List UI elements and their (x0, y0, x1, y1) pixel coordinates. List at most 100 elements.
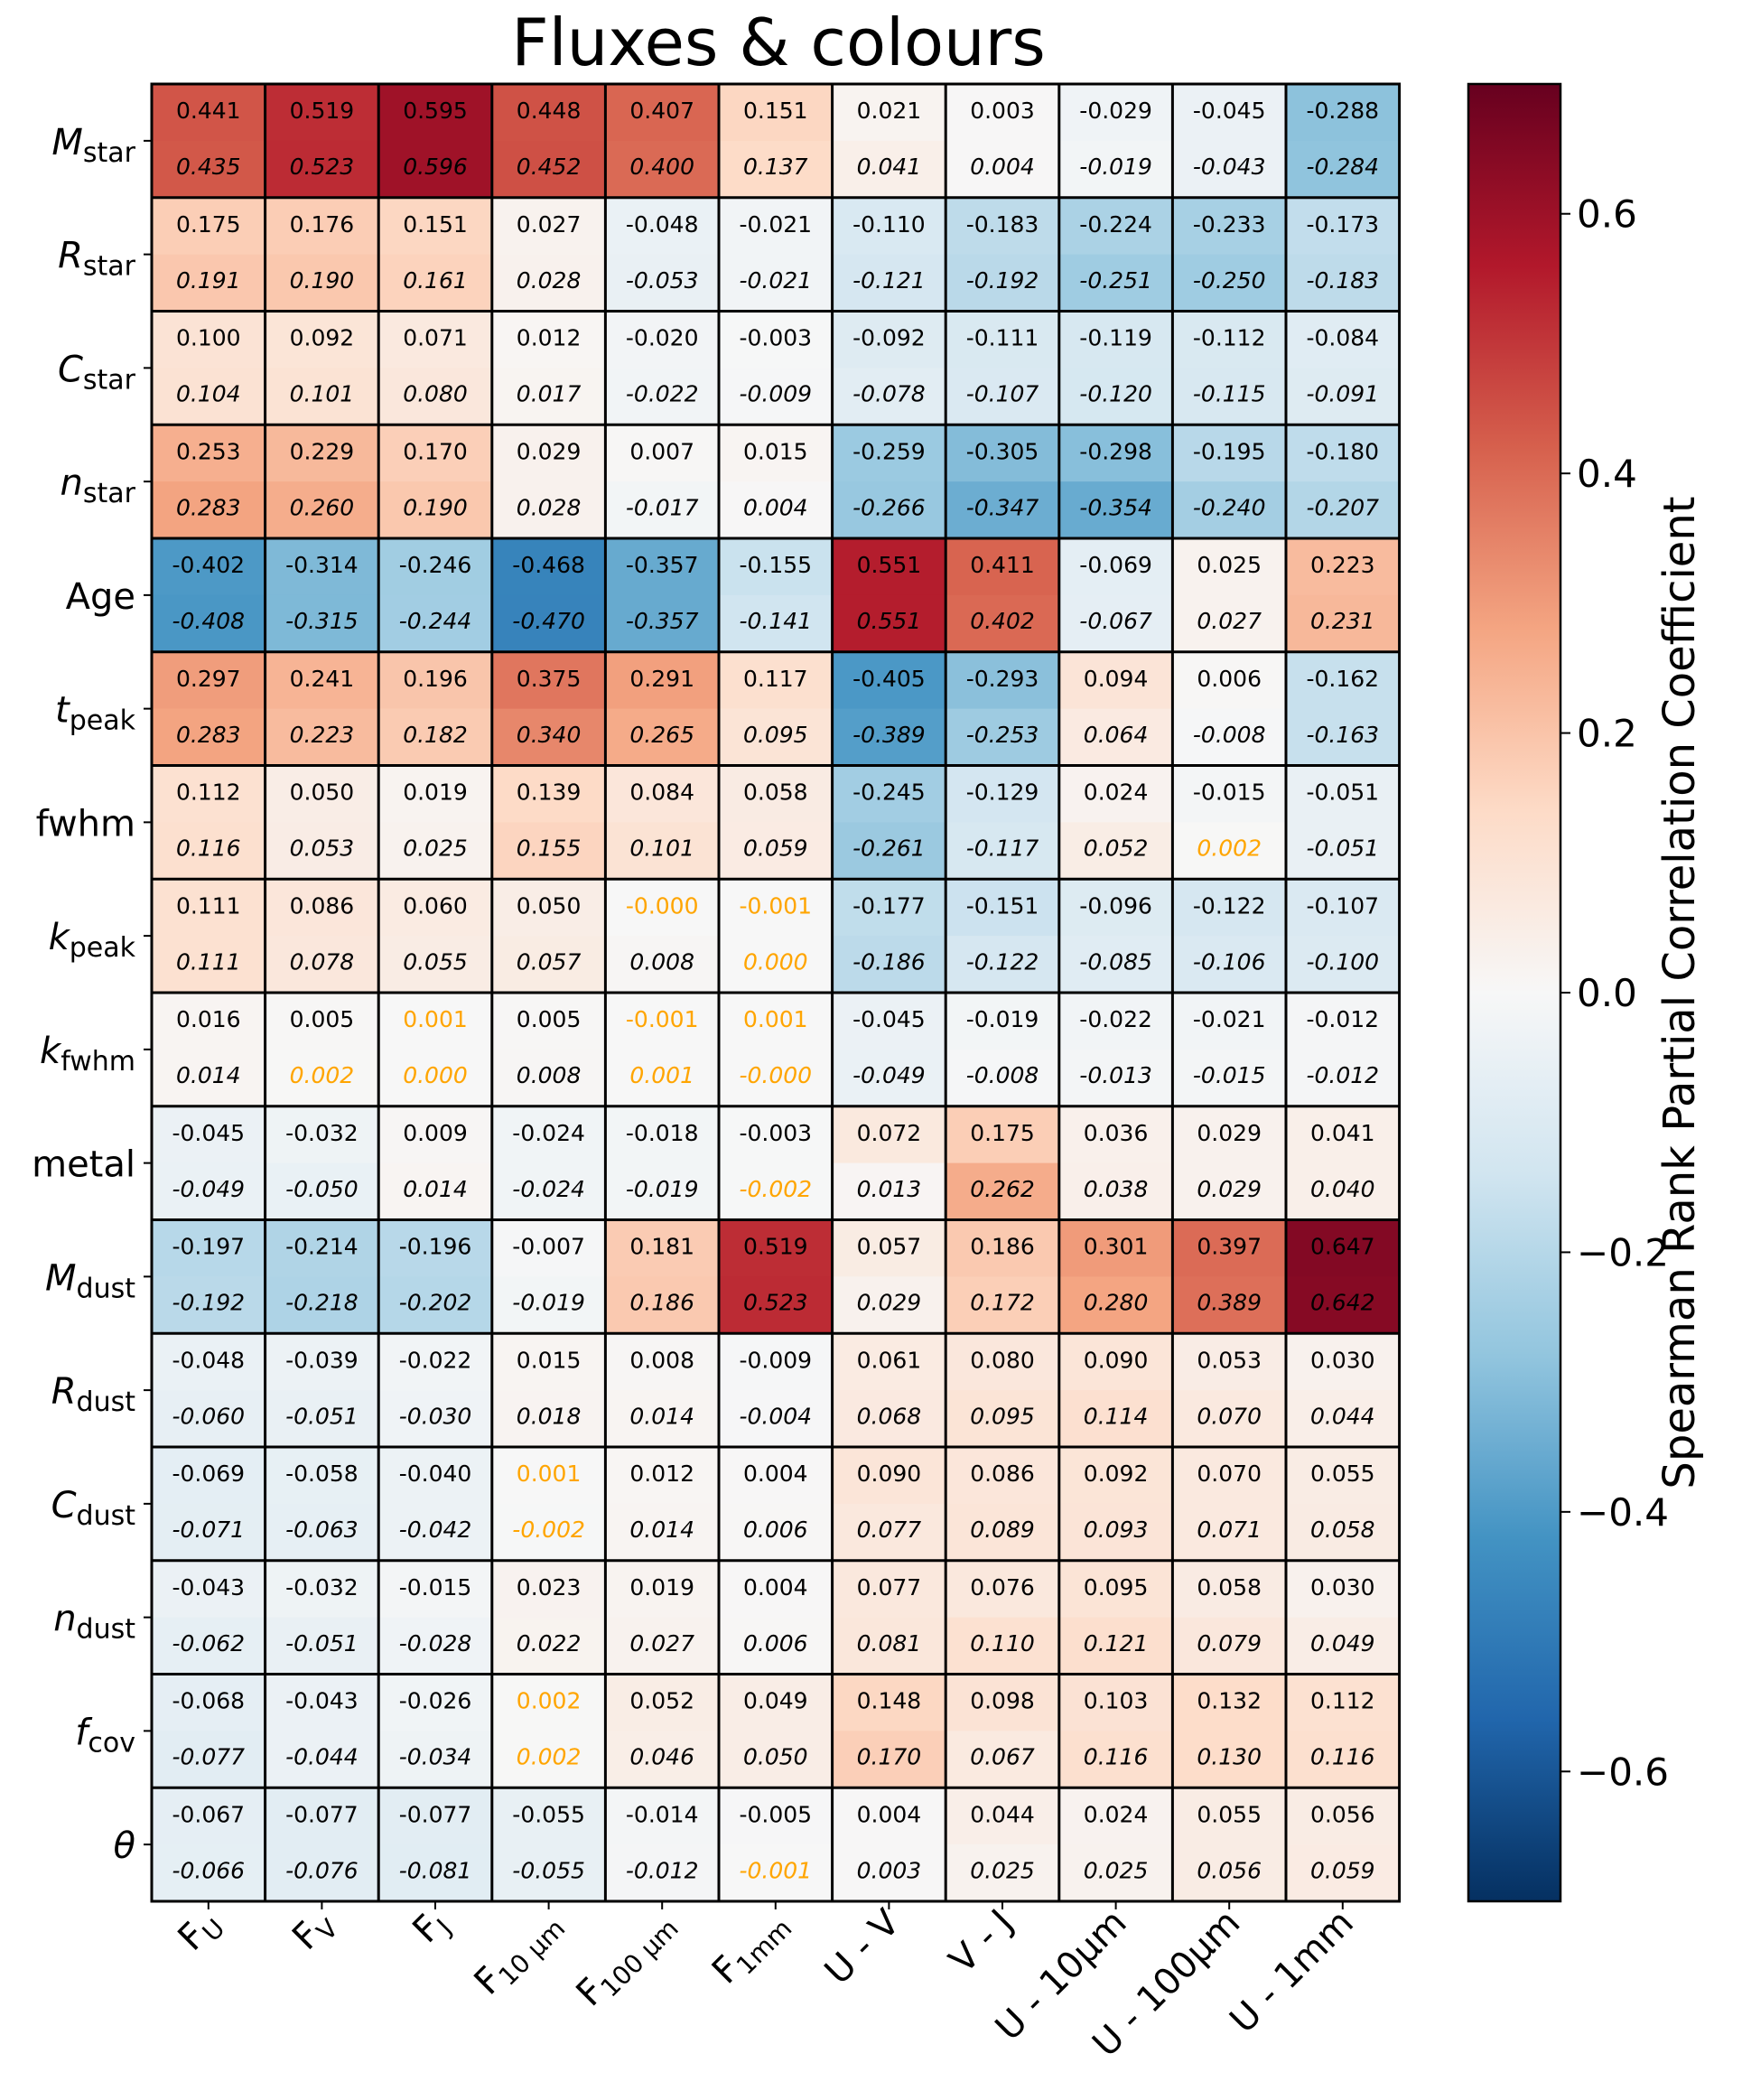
heatmap-cell-bottom (378, 1162, 493, 1221)
cell-value-top: 0.029 (1197, 1120, 1262, 1146)
cell-value-bottom: 0.008 (629, 948, 694, 975)
heatmap-cell-bottom (491, 481, 606, 539)
heatmap-cell-top (719, 651, 834, 710)
row-labels: Mstar Rstar Cstar nstar Age tpeak fwhm kpeak kfw… (32, 122, 152, 1867)
cell-value-bottom: 0.040 (1310, 1176, 1375, 1202)
heatmap-cell-bottom (832, 822, 946, 880)
cell-value-top: 0.090 (1084, 1347, 1149, 1373)
cell-value-top: 0.090 (857, 1461, 922, 1487)
cell-value-top: 0.151 (403, 211, 468, 238)
cell-value-bottom: 0.400 (629, 154, 694, 180)
heatmap-cell-top (265, 1219, 379, 1277)
heatmap-cell-bottom (719, 1844, 834, 1902)
cell-value-bottom: 0.029 (857, 1290, 922, 1316)
cell-value-bottom: -0.022 (626, 381, 699, 407)
cell-value-bottom: 0.041 (857, 154, 922, 180)
heatmap-cell-bottom (832, 1844, 946, 1902)
heatmap-cell-top (832, 765, 946, 823)
heatmap-cell-top (491, 538, 606, 596)
cell-value-bottom: -0.034 (399, 1744, 472, 1770)
cell-value-bottom: -0.192 (172, 1290, 246, 1316)
cell-value-top: 0.061 (857, 1347, 922, 1373)
cell-value-top: -0.043 (285, 1688, 359, 1714)
heatmap-cell-top (378, 538, 493, 596)
row-label: tpeak (55, 690, 136, 737)
cell-value-top: 0.005 (517, 1006, 582, 1032)
cell-value-bottom: 0.137 (743, 154, 808, 180)
cell-value-bottom: -0.202 (399, 1290, 472, 1316)
heatmap-cell-top (1286, 1674, 1401, 1731)
heatmap-cell-bottom (152, 1390, 266, 1448)
cell-value-bottom: 0.389 (1197, 1290, 1262, 1316)
heatmap-cell-top (1172, 1447, 1287, 1505)
cell-value-bottom: 0.004 (743, 494, 808, 520)
heatmap-cell-bottom (1058, 822, 1173, 880)
cell-value-bottom: 0.067 (970, 1744, 1035, 1770)
heatmap-cell-top (946, 425, 1060, 482)
heatmap-cell-bottom (491, 1276, 606, 1334)
heatmap-cell-bottom (1172, 481, 1287, 539)
colorbar-tick-label: 0.6 (1577, 192, 1637, 237)
heatmap-cell-bottom (265, 1162, 379, 1221)
heatmap-cell-bottom (491, 1162, 606, 1221)
heatmap-cell-top (605, 538, 720, 596)
cell-value-bottom: 0.280 (1084, 1290, 1149, 1316)
heatmap-cell-bottom (946, 1731, 1060, 1788)
heatmap-cell-top (832, 879, 946, 937)
cell-value-bottom: 0.014 (176, 1062, 241, 1088)
cell-value-bottom: -0.008 (966, 1062, 1039, 1088)
heatmap-cell-top (946, 1219, 1060, 1277)
cell-value-bottom: -0.044 (285, 1744, 359, 1770)
heatmap-cell-bottom (832, 1503, 946, 1562)
heatmap-cell-bottom (1058, 1617, 1173, 1675)
heatmap-cell-bottom (1172, 1162, 1287, 1221)
cell-value-top: -0.214 (285, 1234, 359, 1260)
cell-value-top: 0.025 (1197, 552, 1262, 578)
heatmap-cell-top (265, 879, 379, 937)
heatmap-cell-top (491, 993, 606, 1050)
cell-value-bottom: -0.063 (285, 1517, 359, 1543)
cell-value-bottom: 0.050 (743, 1744, 808, 1770)
cell-value-bottom: -0.117 (966, 835, 1039, 862)
heatmap-cell-bottom (832, 936, 946, 994)
heatmap-cell-top (832, 1106, 946, 1164)
heatmap-cell-bottom (152, 1844, 266, 1902)
cell-value-bottom: 0.017 (517, 381, 582, 407)
heatmap-cell-bottom (1058, 368, 1173, 425)
cell-value-top: 0.407 (629, 98, 694, 124)
heatmap-cell-top (605, 1447, 720, 1505)
heatmap-cell-bottom (152, 822, 266, 880)
cell-value-top: 0.008 (629, 1347, 694, 1373)
colorbar: 0.6 0.4 0.2 0.0 −0.2 −0.4 −0.6 Spearman Rank Pa… (1467, 82, 1705, 1903)
heatmap-cell-top (265, 1333, 379, 1391)
cell-value-bottom: -0.284 (1307, 154, 1380, 180)
cell-value-bottom: -0.244 (399, 608, 472, 634)
cell-value-bottom: 0.642 (1310, 1290, 1375, 1316)
heatmap-cell-top (946, 538, 1060, 596)
heatmap-cell-top (491, 1787, 606, 1845)
cell-value-top: 0.016 (176, 1006, 241, 1032)
heatmap-cell-top (1058, 1447, 1173, 1505)
heatmap-cell-top (832, 311, 946, 369)
heatmap-cell-bottom (378, 1617, 493, 1675)
heatmap-cell-bottom (1058, 1162, 1173, 1221)
heatmap-cell-bottom (1172, 822, 1287, 880)
heatmap-cell-top (946, 651, 1060, 710)
row-label: Cstar (58, 349, 136, 396)
heatmap-cell-bottom (605, 936, 720, 994)
cell-value-top: 0.057 (857, 1234, 922, 1260)
heatmap-cell-bottom (152, 1276, 266, 1334)
cell-value-top: 0.112 (176, 779, 241, 806)
heatmap-cell-bottom (946, 1276, 1060, 1334)
cell-value-bottom: -0.028 (399, 1630, 472, 1657)
heatmap-cell-bottom (1172, 254, 1287, 313)
cell-value-bottom: -0.100 (1307, 948, 1380, 975)
heatmap-cell-top (605, 84, 720, 142)
cell-value-top: 0.030 (1310, 1574, 1375, 1601)
cell-value-bottom: -0.021 (740, 267, 813, 294)
cell-value-top: -0.298 (1079, 438, 1152, 464)
heatmap-cell-top (1286, 425, 1401, 482)
row-label: metal (32, 1144, 135, 1186)
heatmap-cell-bottom (719, 254, 834, 313)
